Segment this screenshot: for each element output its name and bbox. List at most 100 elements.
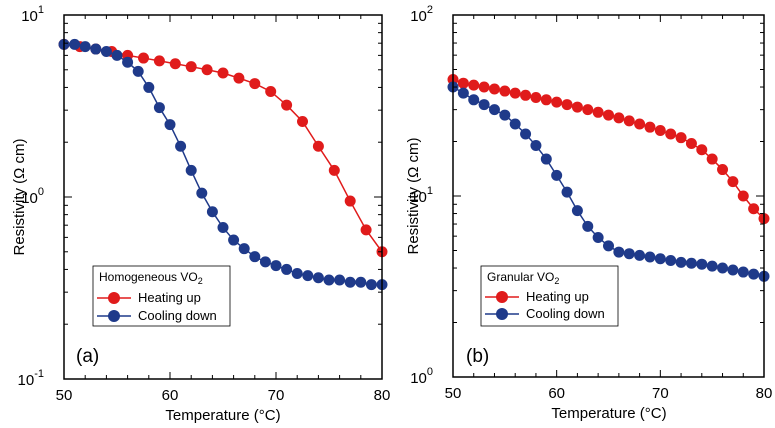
legend-title-b: Granular VO2 bbox=[487, 270, 559, 286]
data-point bbox=[153, 102, 165, 114]
data-point bbox=[499, 85, 511, 97]
data-point bbox=[185, 164, 197, 176]
data-point bbox=[196, 187, 208, 199]
series-cooling-b bbox=[447, 81, 770, 282]
data-point bbox=[530, 92, 542, 104]
legend-title-a: Homogeneous VO2 bbox=[99, 270, 203, 286]
data-point bbox=[270, 260, 282, 272]
y-tick-label: 100 bbox=[21, 186, 44, 207]
data-point bbox=[509, 87, 521, 99]
legend-item-heating-b: Heating up bbox=[485, 289, 589, 304]
data-point bbox=[654, 125, 666, 137]
data-point bbox=[488, 83, 500, 95]
data-point bbox=[582, 220, 594, 232]
data-point bbox=[249, 78, 261, 90]
data-point bbox=[175, 140, 187, 152]
data-point bbox=[685, 257, 697, 269]
data-point bbox=[281, 99, 293, 111]
data-point bbox=[603, 109, 614, 121]
x-tick-label: 80 bbox=[756, 385, 773, 402]
y-tick-label: 101 bbox=[21, 4, 44, 25]
ticks-b: 50 60 70 80 100 101 102 bbox=[410, 4, 772, 402]
series-line bbox=[452, 78, 765, 220]
data-point bbox=[551, 169, 563, 181]
data-point bbox=[696, 144, 708, 156]
data-point bbox=[623, 248, 635, 260]
data-point bbox=[297, 115, 308, 127]
data-point bbox=[185, 61, 197, 73]
data-point bbox=[478, 99, 490, 111]
data-point bbox=[571, 205, 583, 217]
data-point bbox=[312, 140, 324, 152]
data-point bbox=[717, 164, 729, 176]
data-point bbox=[100, 46, 112, 58]
data-point bbox=[571, 101, 583, 113]
data-point bbox=[748, 203, 760, 215]
data-point bbox=[551, 96, 563, 108]
data-point bbox=[132, 65, 144, 77]
x-tick-label: 70 bbox=[268, 387, 285, 404]
data-point bbox=[228, 234, 240, 246]
data-point bbox=[259, 256, 271, 268]
x-tick-label: 50 bbox=[56, 387, 73, 404]
ticks-a: 50 60 70 80 10-1 100 101 bbox=[18, 4, 391, 404]
data-point bbox=[634, 249, 646, 261]
panel-b: 50 60 70 80 100 101 102 Temperature (°C) Resis… bbox=[405, 4, 772, 422]
legend-label-heating-b: Heating up bbox=[526, 289, 589, 304]
series-layer-a bbox=[58, 38, 388, 291]
data-point bbox=[540, 94, 552, 106]
data-point bbox=[360, 224, 372, 236]
data-point bbox=[153, 55, 165, 67]
legend-item-cooling-a: Cooling down bbox=[97, 308, 217, 323]
data-point bbox=[468, 79, 480, 91]
x-tick-label: 60 bbox=[548, 385, 565, 402]
legend-label-cooling-a: Cooling down bbox=[138, 308, 217, 323]
panel-label-b: (b) bbox=[466, 346, 489, 367]
data-point bbox=[217, 221, 229, 233]
data-point bbox=[665, 255, 677, 267]
data-point bbox=[302, 270, 314, 282]
data-point bbox=[540, 153, 552, 165]
data-point bbox=[592, 231, 604, 243]
data-point bbox=[281, 263, 293, 275]
data-point bbox=[323, 274, 335, 286]
panel-label-a: (a) bbox=[76, 346, 99, 367]
y-tick-label: 102 bbox=[410, 4, 433, 25]
series-layer-b bbox=[447, 74, 770, 282]
data-point bbox=[457, 87, 469, 99]
series-cooling-a bbox=[58, 38, 388, 291]
x-axis-label-b: Temperature (°C) bbox=[551, 405, 666, 422]
series-heating-b bbox=[447, 74, 770, 225]
data-point bbox=[603, 240, 614, 252]
data-point bbox=[312, 272, 324, 284]
data-point bbox=[90, 43, 102, 55]
data-point bbox=[727, 264, 739, 276]
data-point bbox=[355, 276, 367, 288]
data-point bbox=[685, 138, 697, 150]
series-line bbox=[64, 43, 382, 286]
y-axis-label-b: Resistivity (Ω cm) bbox=[405, 137, 422, 254]
data-point bbox=[111, 49, 123, 61]
data-point bbox=[478, 81, 490, 93]
data-point bbox=[233, 72, 245, 84]
data-point bbox=[238, 243, 250, 255]
data-point bbox=[509, 118, 521, 130]
y-axis-label-a: Resistivity (Ω cm) bbox=[11, 138, 28, 255]
data-point bbox=[520, 128, 532, 140]
data-point bbox=[561, 186, 573, 198]
data-point bbox=[520, 89, 532, 101]
x-tick-label: 60 bbox=[162, 387, 179, 404]
data-point bbox=[488, 104, 500, 116]
data-point bbox=[365, 279, 377, 291]
data-point bbox=[457, 77, 469, 89]
data-point bbox=[201, 64, 213, 76]
data-point bbox=[217, 67, 229, 79]
y-tick-label: 101 bbox=[410, 185, 433, 206]
data-point bbox=[717, 262, 729, 274]
data-point bbox=[727, 176, 739, 188]
y-tick-label: 10-1 bbox=[18, 368, 44, 389]
data-point bbox=[644, 251, 656, 263]
x-tick-label: 80 bbox=[374, 387, 391, 404]
legend-label-heating-a: Heating up bbox=[138, 290, 201, 305]
